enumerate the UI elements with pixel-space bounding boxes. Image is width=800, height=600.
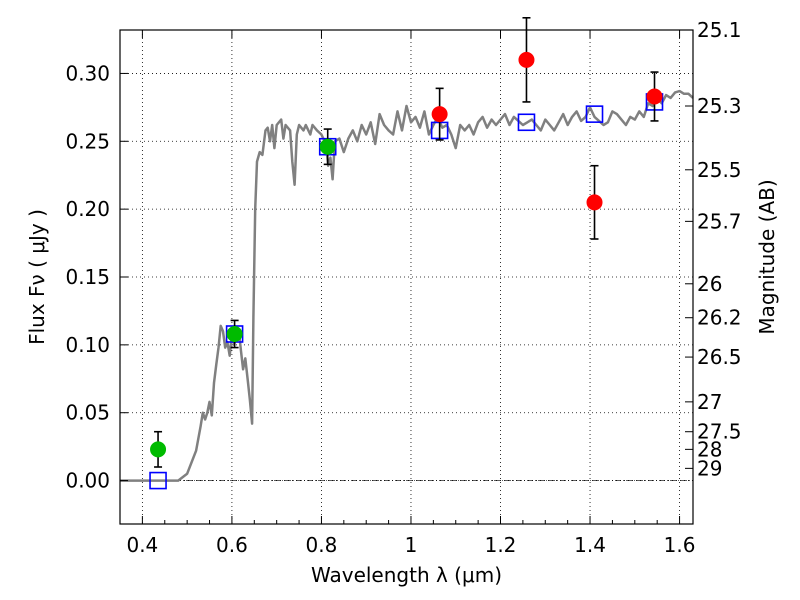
observed-point bbox=[646, 88, 663, 105]
observed-point bbox=[226, 326, 243, 342]
plot-frame bbox=[119, 29, 694, 525]
model-flux-square bbox=[517, 113, 536, 132]
right-tick-label: 25.7 bbox=[697, 209, 742, 233]
observed-point bbox=[431, 106, 448, 123]
right-tick-label: 25.1 bbox=[697, 18, 742, 42]
y-tick-label: 0.15 bbox=[65, 265, 110, 289]
right-axis-label: Magnitude (AB) bbox=[755, 179, 779, 334]
y-tick-label: 0.10 bbox=[65, 333, 110, 357]
right-tick-label: 26.5 bbox=[697, 345, 742, 369]
right-tick-label: 25.5 bbox=[697, 158, 742, 182]
right-tick-label: 25.3 bbox=[697, 94, 742, 118]
right-tick-label: 28 bbox=[697, 437, 722, 461]
observed-point bbox=[518, 51, 535, 68]
grid bbox=[120, 30, 693, 524]
x-tick-label: 0.4 bbox=[126, 533, 158, 557]
x-tick-label: 0.8 bbox=[306, 533, 338, 557]
x-axis-label: Wavelength λ (μm) bbox=[311, 563, 502, 587]
x-tick-label: 1.4 bbox=[574, 533, 606, 557]
series bbox=[120, 16, 694, 490]
right-tick-label: 27.5 bbox=[697, 420, 742, 444]
x-tick-label: 0.6 bbox=[216, 533, 248, 557]
observed-point bbox=[586, 194, 603, 211]
x-tick-label: 1.6 bbox=[664, 533, 696, 557]
x-tick-label: 1 bbox=[405, 533, 418, 557]
x-tick-label: 1.2 bbox=[485, 533, 517, 557]
model-flux-square bbox=[585, 105, 604, 123]
y-tick-label: 0.20 bbox=[65, 197, 110, 221]
right-tick-label: 29 bbox=[697, 456, 722, 480]
axis-ticks: 0.4 0.6 0.8 1 1.2 1.4 1.6 0.00 0.05 0.10 0.15 0.20 0… bbox=[65, 18, 741, 557]
right-tick-label: 26 bbox=[697, 272, 722, 296]
right-tick-label: 26.2 bbox=[697, 306, 742, 330]
y-tick-label: 0.05 bbox=[65, 401, 110, 425]
right-tick-label: 27 bbox=[697, 390, 722, 414]
y-tick-label: 0.00 bbox=[65, 469, 110, 493]
y-tick-label: 0.25 bbox=[65, 129, 110, 153]
model-sed-line bbox=[120, 89, 694, 482]
model-flux-square bbox=[149, 471, 167, 490]
observed-point bbox=[319, 138, 336, 155]
y-axis-label: Flux Fν ( μJy ) bbox=[25, 209, 49, 345]
observed-point bbox=[150, 441, 167, 458]
y-tick-label: 0.30 bbox=[65, 61, 110, 85]
